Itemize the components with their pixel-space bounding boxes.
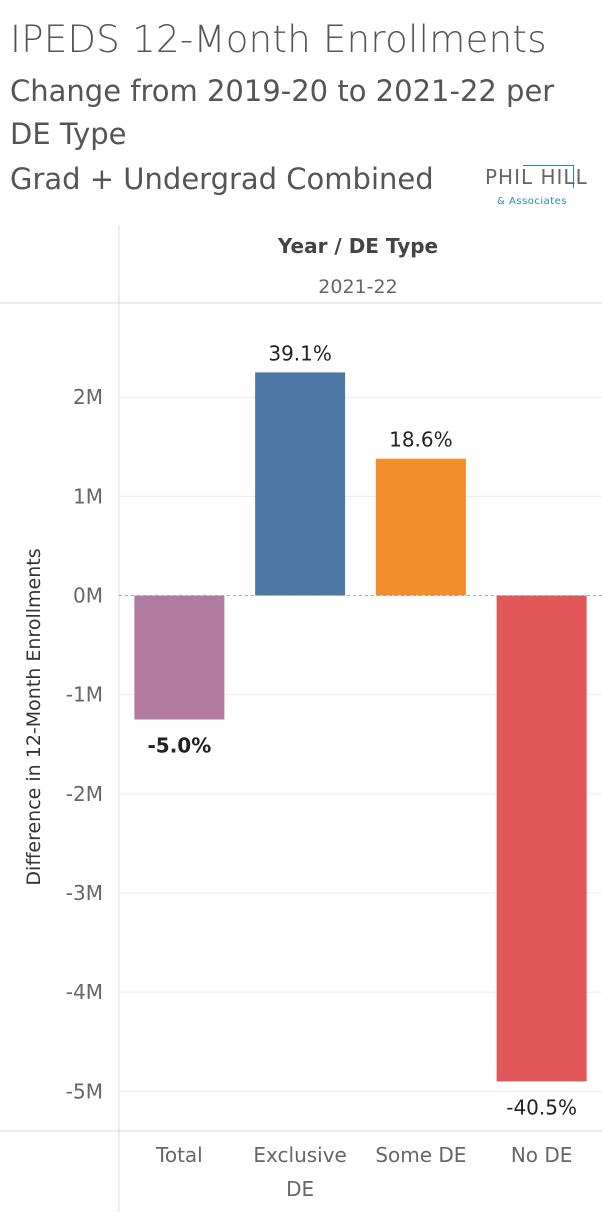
logo-name: PHIL HILL bbox=[485, 165, 588, 189]
y-axis-title: Difference in 12-Month Enrollments bbox=[23, 548, 45, 885]
x-tick-label-some-de: Some DE bbox=[375, 1143, 466, 1167]
x-tick-label-no-de: No DE bbox=[511, 1143, 573, 1167]
y-tick-label: -4M bbox=[66, 980, 103, 1004]
data-labels: -5.0% 39.1% 18.6% -40.5% bbox=[147, 341, 577, 1119]
bar-no-de[interactable] bbox=[496, 595, 587, 1082]
data-label-no-de: -40.5% bbox=[506, 1095, 577, 1119]
y-tick-labels: 2M 1M 0M -1M -2M -3M -4M -5M bbox=[66, 385, 103, 1103]
y-tick-label: -5M bbox=[66, 1079, 103, 1103]
x-tick-label-total: Total bbox=[155, 1143, 203, 1167]
subtitle-line-2: DE Type bbox=[10, 117, 127, 151]
y-tick-label: -1M bbox=[66, 683, 103, 707]
phil-hill-logo: PHIL HILL & Associates bbox=[485, 165, 588, 211]
y-tick-label: 0M bbox=[73, 584, 103, 608]
header-year-label: 2021-22 bbox=[318, 276, 397, 298]
x-category-labels: Total Exclusive DE Some DE No DE bbox=[155, 1143, 572, 1201]
y-tick-label: 1M bbox=[73, 484, 103, 508]
header-field-label: Year / DE Type bbox=[277, 234, 438, 258]
logo-frame bbox=[523, 165, 574, 188]
y-tick-label: 2M bbox=[73, 385, 103, 409]
bar-total[interactable] bbox=[134, 595, 225, 720]
bar-exclusive-de[interactable] bbox=[255, 372, 346, 596]
x-tick-label-exclusive-de: DE bbox=[286, 1177, 314, 1201]
bar-some-de[interactable] bbox=[375, 458, 466, 596]
chart-title: IPEDS 12-Month Enrollments bbox=[10, 18, 547, 61]
y-tick-label: -2M bbox=[66, 782, 103, 806]
bars bbox=[134, 372, 587, 1082]
subtitle-line-1: Change from 2019-20 to 2021-22 per bbox=[10, 74, 555, 108]
data-label-some-de: 18.6% bbox=[389, 428, 453, 452]
y-tick-label: -3M bbox=[66, 881, 103, 905]
x-tick-label-exclusive-de: Exclusive bbox=[253, 1143, 346, 1167]
subtitle-line-3: Grad + Undergrad Combined bbox=[10, 162, 434, 196]
data-label-exclusive-de: 39.1% bbox=[268, 341, 332, 365]
logo-tagline: & Associates bbox=[497, 196, 568, 207]
data-label-total: -5.0% bbox=[147, 733, 211, 757]
